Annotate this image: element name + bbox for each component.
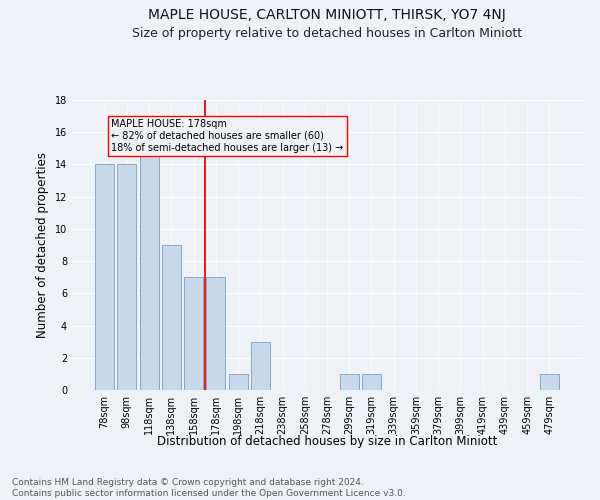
Bar <box>162 245 181 390</box>
Text: Contains HM Land Registry data © Crown copyright and database right 2024.
Contai: Contains HM Land Registry data © Crown c… <box>12 478 406 498</box>
Y-axis label: Number of detached properties: Number of detached properties <box>36 152 49 338</box>
Bar <box>140 148 158 390</box>
Bar <box>118 164 136 390</box>
Bar <box>206 277 225 390</box>
Text: MAPLE HOUSE: 178sqm
← 82% of detached houses are smaller (60)
18% of semi-detach: MAPLE HOUSE: 178sqm ← 82% of detached ho… <box>112 120 344 152</box>
Text: Distribution of detached houses by size in Carlton Miniott: Distribution of detached houses by size … <box>157 435 497 448</box>
Bar <box>251 342 270 390</box>
Text: Size of property relative to detached houses in Carlton Miniott: Size of property relative to detached ho… <box>132 28 522 40</box>
Text: MAPLE HOUSE, CARLTON MINIOTT, THIRSK, YO7 4NJ: MAPLE HOUSE, CARLTON MINIOTT, THIRSK, YO… <box>148 8 506 22</box>
Bar <box>184 277 203 390</box>
Bar <box>229 374 248 390</box>
Bar <box>95 164 114 390</box>
Bar <box>362 374 381 390</box>
Bar <box>340 374 359 390</box>
Bar <box>540 374 559 390</box>
